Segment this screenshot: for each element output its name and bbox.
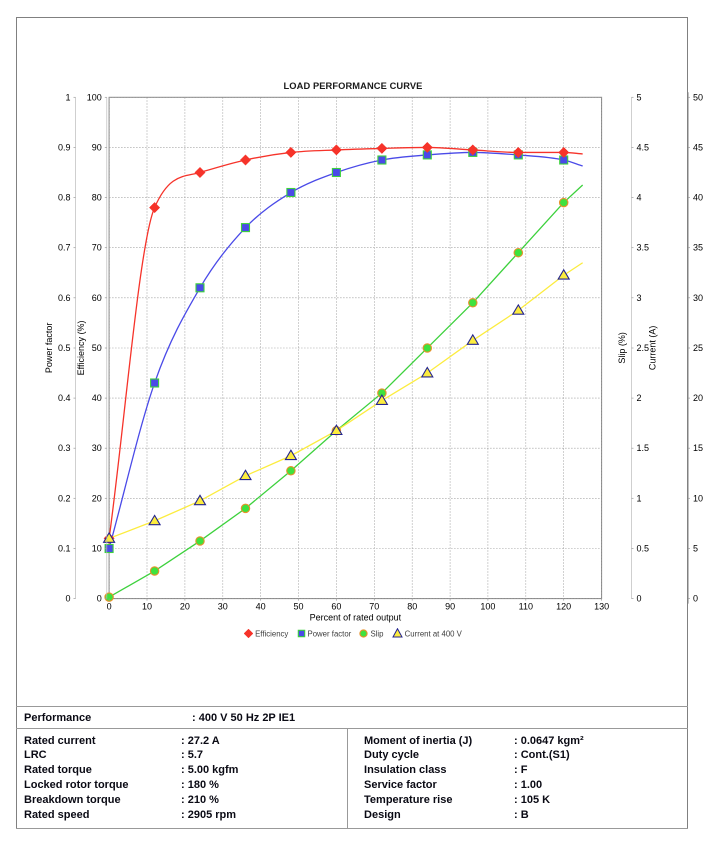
svg-text:80: 80	[407, 602, 417, 612]
svg-text:2: 2	[637, 393, 642, 403]
svg-text:10: 10	[92, 544, 102, 554]
svg-text:50: 50	[693, 92, 703, 102]
svg-text:0: 0	[65, 594, 70, 604]
svg-text:20: 20	[92, 493, 102, 503]
svg-text:100: 100	[480, 602, 495, 612]
svg-text:0.1: 0.1	[58, 544, 71, 554]
svg-text:40: 40	[693, 193, 703, 203]
svg-text:5: 5	[637, 92, 642, 102]
svg-text:100: 100	[87, 92, 102, 102]
svg-text:40: 40	[92, 393, 102, 403]
svg-text:0.5: 0.5	[58, 343, 71, 353]
svg-text:60: 60	[92, 293, 102, 303]
svg-text:90: 90	[445, 602, 455, 612]
svg-text:1.5: 1.5	[637, 443, 650, 453]
svg-text:1: 1	[637, 493, 642, 503]
svg-text:0: 0	[693, 594, 698, 604]
svg-text:0.5: 0.5	[637, 544, 650, 554]
svg-text:0.3: 0.3	[58, 443, 71, 453]
svg-text:50: 50	[293, 602, 303, 612]
svg-text:Current (A): Current (A)	[647, 326, 657, 371]
svg-text:4: 4	[637, 193, 642, 203]
svg-text:0: 0	[637, 594, 642, 604]
svg-text:80: 80	[92, 193, 102, 203]
svg-text:0.9: 0.9	[58, 142, 71, 152]
svg-text:30: 30	[218, 602, 228, 612]
svg-text:Percent of rated output: Percent of rated output	[310, 613, 402, 623]
svg-text:15: 15	[693, 443, 703, 453]
svg-text:120: 120	[556, 602, 571, 612]
svg-text:Power factor: Power factor	[44, 323, 54, 374]
svg-text:0: 0	[97, 594, 102, 604]
svg-text:30: 30	[92, 443, 102, 453]
svg-text:30: 30	[693, 293, 703, 303]
svg-text:20: 20	[180, 602, 190, 612]
svg-text:3.5: 3.5	[637, 243, 650, 253]
svg-text:Slip (%): Slip (%)	[617, 332, 627, 364]
svg-text:0.6: 0.6	[58, 293, 71, 303]
svg-text:25: 25	[693, 343, 703, 353]
svg-text:20: 20	[693, 393, 703, 403]
svg-text:4.5: 4.5	[637, 142, 650, 152]
svg-text:90: 90	[92, 142, 102, 152]
svg-text:70: 70	[92, 243, 102, 253]
svg-text:0.4: 0.4	[58, 393, 71, 403]
svg-text:110: 110	[519, 602, 533, 612]
svg-text:10: 10	[693, 493, 703, 503]
svg-text:70: 70	[369, 602, 379, 612]
svg-text:5: 5	[693, 544, 698, 554]
svg-text:0: 0	[107, 602, 112, 612]
svg-text:1: 1	[65, 92, 70, 102]
svg-text:45: 45	[693, 142, 703, 152]
svg-text:50: 50	[92, 343, 102, 353]
svg-text:40: 40	[256, 602, 266, 612]
svg-text:0.2: 0.2	[58, 493, 71, 503]
svg-text:35: 35	[693, 243, 703, 253]
svg-text:0.7: 0.7	[58, 243, 71, 253]
svg-text:Efficiency (%): Efficiency (%)	[76, 320, 86, 375]
svg-text:10: 10	[142, 602, 152, 612]
svg-text:0.8: 0.8	[58, 193, 71, 203]
svg-text:60: 60	[331, 602, 341, 612]
svg-text:130: 130	[594, 602, 609, 612]
svg-text:3: 3	[637, 293, 642, 303]
